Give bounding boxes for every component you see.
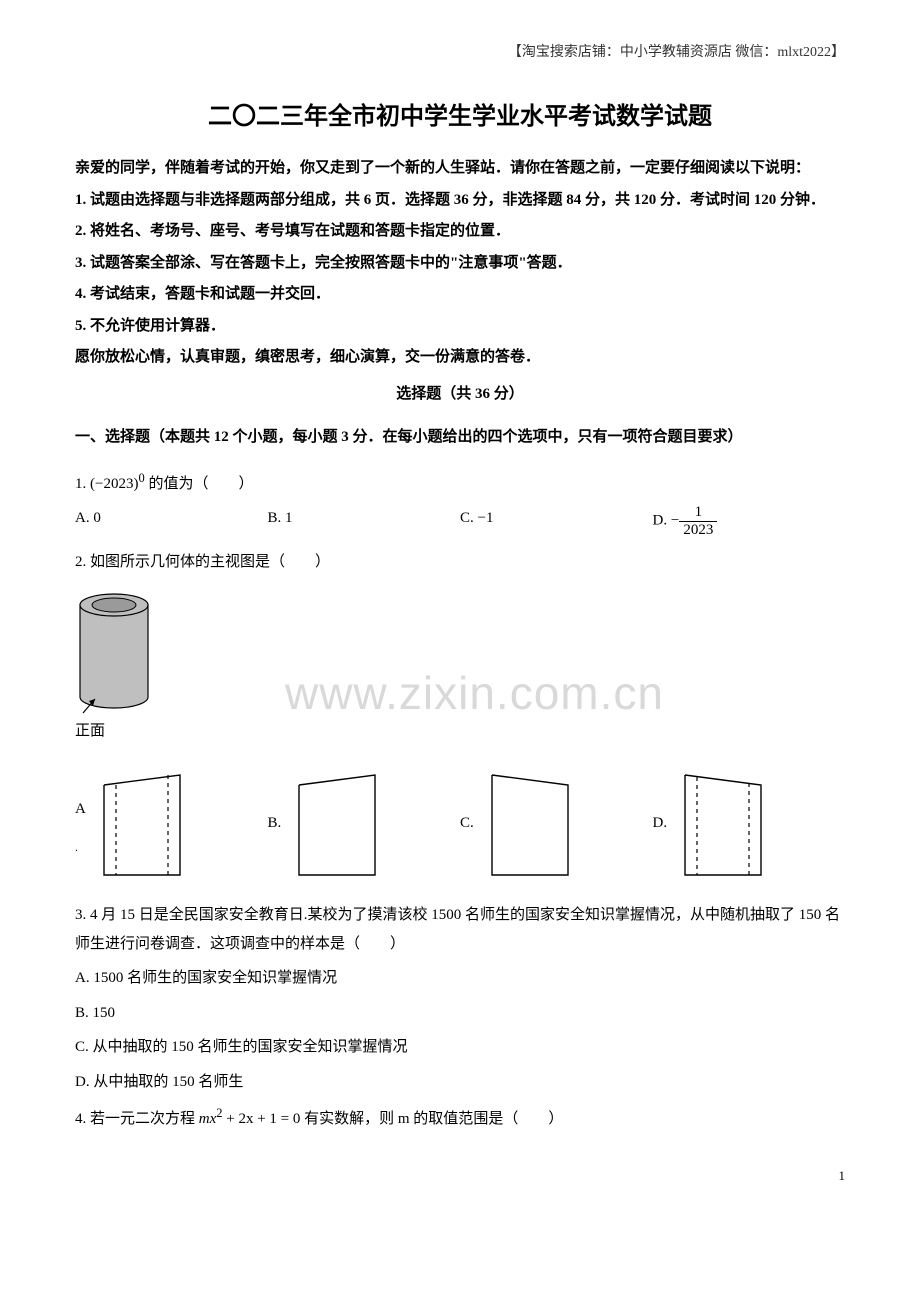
q2-options: A. B. C. D. <box>75 763 845 883</box>
shape-b-icon <box>287 763 387 883</box>
q1-opt-b: B. 1 <box>268 504 461 538</box>
q2-opt-b: B. <box>268 763 461 883</box>
intro-p3: 2. 将姓名、考场号、座号、考号填写在试题和答题卡指定的位置． <box>75 217 845 246</box>
q1-d-num: 1 <box>679 504 717 522</box>
intro-p4: 3. 试题答案全部涂、写在答题卡上，完全按照答题卡中的"注意事项"答题． <box>75 249 845 278</box>
exam-title: 二〇二三年全市初中学生学业水平考试数学试题 <box>75 95 845 141</box>
shape-a-icon <box>92 763 192 883</box>
q3-stem: 3. 4 月 15 日是全民国家安全教育日.某校为了摸清该校 1500 名师生的… <box>75 901 845 958</box>
q3-opt-b: B. 150 <box>75 999 845 1028</box>
intro-p7: 愿你放松心情，认真审题，缜密思考，细心演算，交一份满意的答卷． <box>75 343 845 372</box>
page-number: 1 <box>75 1164 845 1189</box>
q1-num: 1. <box>75 476 90 492</box>
shape-d-icon <box>673 763 773 883</box>
q4-expr: mx <box>199 1111 217 1127</box>
q3-opt-d: D. 从中抽取的 150 名师生 <box>75 1068 845 1097</box>
intro-p1: 亲爱的同学，伴随着考试的开始，你又走到了一个新的人生驿站．请你在答题之前，一定要… <box>75 154 845 183</box>
q2-d-label: D. <box>653 809 668 838</box>
q2-front-label: 正面 <box>75 717 845 746</box>
q1-d-prefix: D. <box>653 513 671 529</box>
section-head: 选择题（共 36 分） <box>75 380 845 409</box>
q1-d-neg: − <box>671 513 679 529</box>
shape-c-icon <box>480 763 580 883</box>
q2-a-dot: . <box>75 840 78 854</box>
q2-opt-c: C. <box>460 763 653 883</box>
q4-stem: 4. 若一元二次方程 mx2 + 2x + 1 = 0 有实数解，则 m 的取值… <box>75 1102 845 1134</box>
header-note: 【淘宝搜索店铺：中小学教辅资源店 微信：mlxt2022】 <box>75 40 845 67</box>
intro-p5: 4. 考试结束，答题卡和试题一并交回． <box>75 280 845 309</box>
q2-opt-a: A. <box>75 763 268 883</box>
q1-expr-sup: 0 <box>138 471 144 485</box>
intro-p6: 5. 不允许使用计算器． <box>75 312 845 341</box>
q2-b-label: B. <box>268 809 282 838</box>
q1-opt-c: C. −1 <box>460 504 653 538</box>
q3-opt-c: C. 从中抽取的 150 名师生的国家安全知识掌握情况 <box>75 1033 845 1062</box>
section-desc: 一、选择题（本题共 12 个小题，每小题 3 分．在每小题给出的四个选项中，只有… <box>75 423 845 452</box>
intro-block: 亲爱的同学，伴随着考试的开始，你又走到了一个新的人生驿站．请你在答题之前，一定要… <box>75 154 845 372</box>
q2-a-label: A <box>75 801 86 817</box>
intro-p2: 1. 试题由选择题与非选择题两部分组成，共 6 页．选择题 36 分，非选择题 … <box>75 186 845 215</box>
q1-d-den: 2023 <box>679 522 717 539</box>
q1-opt-d: D. −12023 <box>653 504 846 538</box>
q1-opt-a: A. 0 <box>75 504 268 538</box>
q2-figure: 正面 <box>75 585 845 746</box>
q2-c-label: C. <box>460 809 474 838</box>
q1-options: A. 0 B. 1 C. −1 D. −12023 <box>75 504 845 538</box>
q4-stem-b: + 2x + 1 = 0 有实数解，则 m 的取值范围是（ ） <box>223 1111 564 1127</box>
q2-opt-d: D. <box>653 763 846 883</box>
q1-stem: 1. (−2023)0 的值为（ ） <box>75 467 845 499</box>
q3-opt-a: A. 1500 名师生的国家安全知识掌握情况 <box>75 964 845 993</box>
q2-stem: 2. 如图所示几何体的主视图是（ ） <box>75 548 845 577</box>
q4-stem-a: 4. 若一元二次方程 <box>75 1111 199 1127</box>
q1-expr-base: (−2023) <box>90 476 138 492</box>
cylinder-icon <box>75 585 153 715</box>
q1-stem-b: 的值为（ ） <box>148 476 253 492</box>
